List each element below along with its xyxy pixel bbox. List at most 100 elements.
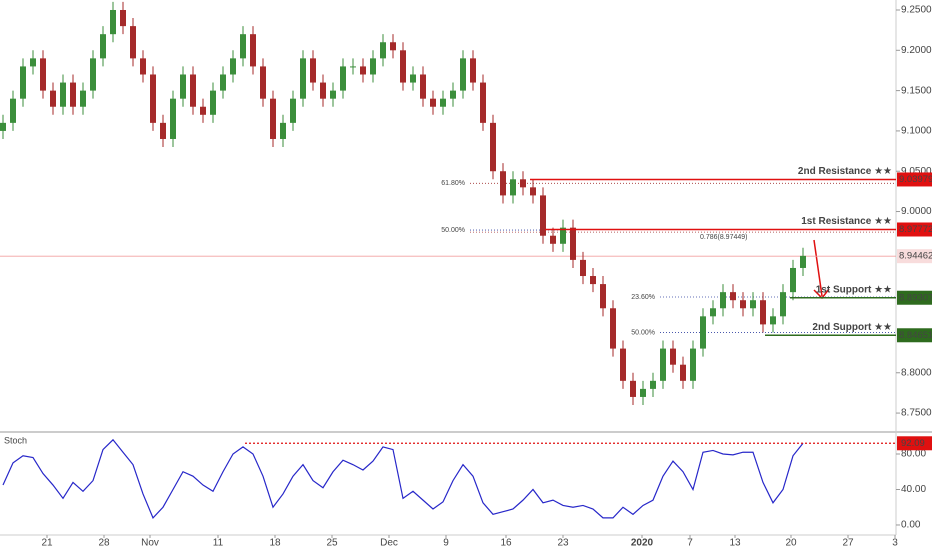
fib-label: 0.786(8.97449) <box>700 234 747 241</box>
fib-label: 23.60% <box>631 294 655 301</box>
candle-body <box>310 58 316 83</box>
candle-body <box>800 255 806 268</box>
candle-body <box>30 58 36 67</box>
candle-body <box>430 98 436 107</box>
stoch-value: 92.09 <box>901 438 925 449</box>
candle-body <box>410 74 416 83</box>
candle-body <box>680 364 686 381</box>
candle-body <box>360 66 366 75</box>
candle-body <box>120 9 126 27</box>
indicator-title: Stoch <box>4 435 27 445</box>
candle-body <box>730 292 736 301</box>
candle-body <box>290 98 296 123</box>
candle-body <box>470 58 476 83</box>
y-tick-label: 8.75000 <box>901 408 932 419</box>
candle-body <box>300 58 306 99</box>
stoch-line <box>2 438 804 519</box>
candle-body <box>740 300 746 309</box>
candle-body <box>200 106 206 115</box>
candle-body <box>10 98 16 123</box>
candle-body <box>260 66 266 99</box>
candle-body <box>700 316 706 349</box>
candle-body <box>780 292 786 317</box>
x-tick-label: Nov <box>141 538 159 549</box>
y-tick-label: 9.00000 <box>901 206 932 217</box>
candle-body <box>530 187 536 196</box>
y-tick-label: 9.20000 <box>901 45 932 56</box>
candle-body <box>100 34 106 59</box>
candle-body <box>720 292 726 309</box>
candle-body <box>500 171 506 196</box>
x-tick-label: 11 <box>213 538 224 549</box>
last-price-label: 8.94462 <box>899 251 932 262</box>
candle-body <box>40 58 46 91</box>
stoch-tick-label: 0.00 <box>901 520 921 531</box>
candle-body <box>660 348 666 381</box>
candle-body <box>610 308 616 349</box>
x-tick-label: 25 <box>326 538 338 549</box>
level-name: 1st Resistance ★★ <box>801 216 892 227</box>
candle-body <box>590 276 596 285</box>
candle-body <box>140 58 146 75</box>
level-name: 2nd Resistance ★★ <box>798 166 892 177</box>
level-value: 8.97772 <box>899 224 932 235</box>
candle-body <box>190 74 196 107</box>
x-tick-label: 2020 <box>631 538 654 549</box>
x-tick-label: 13 <box>729 538 741 549</box>
candle-body <box>280 122 286 139</box>
candle-body <box>20 66 26 99</box>
level-value: 8.89307 <box>899 292 932 303</box>
x-tick-label: 9 <box>443 538 449 549</box>
candle-body <box>630 380 636 397</box>
candle-body <box>240 34 246 59</box>
candle-body <box>640 388 646 397</box>
stoch-tick-label: 40.00 <box>901 484 926 495</box>
fib-label: 50.00% <box>441 227 465 234</box>
candle-body <box>760 300 766 325</box>
candle-body <box>110 9 116 35</box>
candle-body <box>510 179 516 196</box>
candle-body <box>420 74 426 99</box>
candle-body <box>570 227 576 260</box>
level-name: 2nd Support ★★ <box>812 322 892 333</box>
candle-body <box>380 42 386 59</box>
fib-label: 50.00% <box>631 329 655 336</box>
candle-body <box>220 74 226 91</box>
candle-body <box>460 58 466 91</box>
candle-body <box>750 300 756 309</box>
y-tick-label: 9.10000 <box>901 126 932 137</box>
candle-body <box>370 58 376 75</box>
candle-body <box>550 235 556 244</box>
candle-body <box>690 348 696 381</box>
candle-body <box>710 308 716 317</box>
y-tick-label: 9.25000 <box>901 5 932 16</box>
y-tick-label: 9.05000 <box>901 166 932 177</box>
x-tick-label: 20 <box>785 538 797 549</box>
x-tick-label: 3 <box>892 538 898 549</box>
candle-body <box>790 267 796 293</box>
candle-body <box>390 42 396 51</box>
candle-body <box>540 195 546 236</box>
candle-body <box>160 122 166 139</box>
candle-body <box>580 259 586 277</box>
stoch-tick-label: 80.00 <box>901 449 926 460</box>
level-name: 1st Support ★★ <box>816 284 892 295</box>
candle-body <box>480 82 486 123</box>
candle-body <box>450 90 456 99</box>
y-tick-label: 8.80000 <box>901 367 932 378</box>
candle-body <box>670 348 676 365</box>
candle-body <box>130 26 136 59</box>
candle-body <box>490 122 496 172</box>
last-price-box <box>897 249 932 264</box>
x-tick-label: 7 <box>687 538 693 549</box>
candle-body <box>0 122 6 131</box>
candle-body <box>330 90 336 99</box>
x-tick-label: 16 <box>500 538 512 549</box>
candle-body <box>560 227 566 244</box>
x-tick-label: 27 <box>842 538 854 549</box>
x-tick-label: 23 <box>557 538 569 549</box>
x-tick-label: 28 <box>98 538 110 549</box>
candle-body <box>230 58 236 75</box>
candle-body <box>60 82 66 107</box>
